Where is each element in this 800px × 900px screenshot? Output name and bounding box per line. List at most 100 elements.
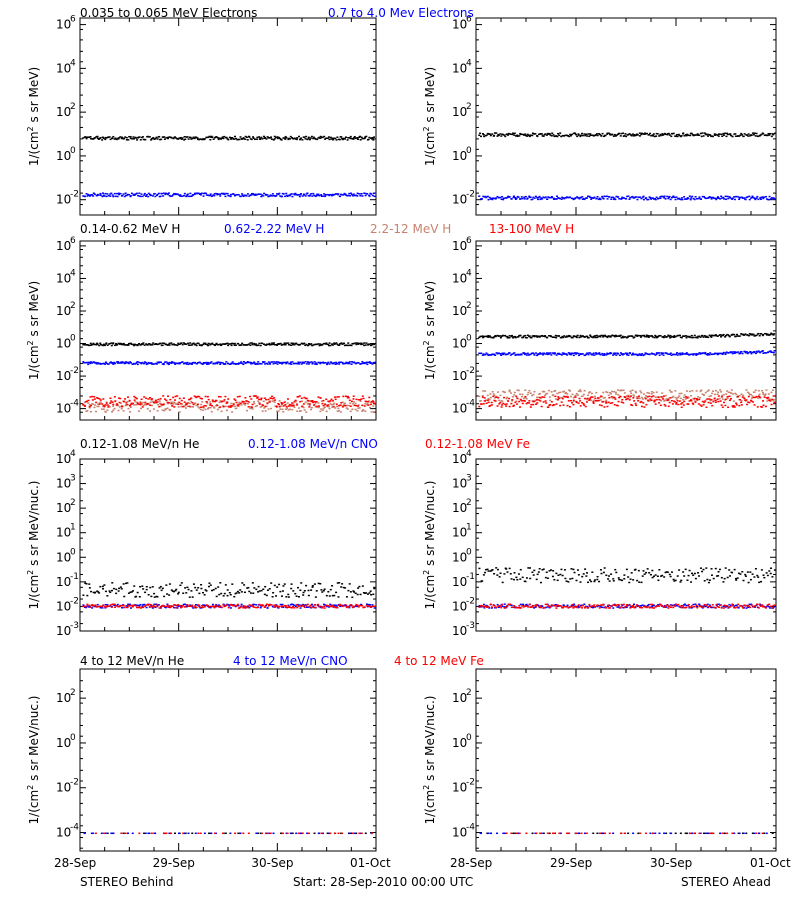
data-point	[713, 397, 716, 399]
data-point	[115, 592, 118, 595]
data-point	[323, 603, 326, 606]
data-point	[87, 361, 90, 364]
data-point	[181, 343, 184, 346]
data-point	[722, 393, 725, 396]
data-point	[166, 362, 169, 365]
data-point	[250, 398, 253, 400]
data-point	[203, 192, 206, 194]
data-point	[87, 344, 90, 346]
data-point	[213, 407, 216, 409]
data-point	[358, 136, 361, 139]
data-point	[737, 196, 740, 198]
data-point	[265, 405, 268, 408]
data-point	[758, 334, 761, 337]
data-point	[249, 138, 252, 140]
data-point	[141, 343, 144, 346]
data-point	[268, 401, 271, 403]
data-point	[138, 192, 141, 194]
data-point	[99, 585, 102, 588]
data-point	[110, 606, 113, 608]
data-point	[173, 344, 176, 346]
data-point	[560, 198, 563, 200]
data-point	[643, 335, 646, 338]
data-point	[704, 391, 707, 394]
data-point	[327, 361, 330, 364]
data-point	[655, 391, 658, 393]
data-point	[498, 352, 501, 354]
data-point	[579, 134, 582, 137]
data-point	[293, 607, 296, 609]
data-point	[584, 397, 587, 400]
data-point	[666, 133, 669, 136]
data-point	[516, 578, 519, 581]
data-point	[713, 133, 716, 135]
data-point	[82, 361, 85, 363]
data-point	[359, 400, 362, 402]
data-point	[353, 404, 356, 407]
y-tick-exponent: -3	[70, 621, 79, 631]
data-point	[717, 391, 720, 393]
data-point	[277, 193, 280, 196]
data-point	[259, 604, 262, 606]
data-point	[343, 138, 346, 140]
data-point	[290, 587, 293, 590]
data-point	[709, 335, 712, 337]
data-point	[373, 411, 376, 413]
data-point	[339, 411, 342, 413]
data-point	[528, 389, 531, 392]
data-point	[253, 603, 256, 606]
data-point	[708, 395, 711, 398]
data-point	[319, 361, 322, 364]
data-point	[670, 354, 673, 357]
data-point	[629, 395, 632, 397]
data-point	[675, 398, 678, 400]
data-point	[657, 396, 660, 399]
data-point	[92, 195, 95, 197]
data-point	[133, 585, 136, 587]
data-point	[133, 344, 136, 347]
data-point	[610, 352, 613, 355]
data-point	[93, 398, 96, 400]
data-point	[705, 335, 708, 338]
data-point	[544, 353, 547, 355]
data-point	[555, 403, 558, 405]
data-point	[361, 410, 364, 413]
data-point	[222, 137, 225, 140]
data-point	[581, 198, 584, 200]
data-point	[516, 397, 519, 400]
data-point	[145, 585, 148, 588]
data-point	[706, 390, 709, 392]
data-point	[533, 354, 536, 356]
data-point	[657, 398, 660, 401]
data-point	[188, 398, 191, 401]
data-point	[496, 391, 499, 393]
data-point	[153, 605, 156, 608]
data-point	[189, 363, 192, 365]
data-point	[720, 336, 723, 338]
data-point	[127, 344, 130, 346]
data-point	[672, 353, 675, 356]
data-point	[108, 590, 111, 592]
data-point	[219, 363, 222, 366]
data-point	[521, 576, 524, 579]
data-point	[202, 192, 205, 195]
data-point	[761, 196, 764, 198]
data-point	[762, 352, 765, 355]
data-point	[302, 594, 305, 596]
data-point	[741, 197, 744, 199]
y-tick-base: 10	[56, 337, 71, 351]
data-point	[697, 197, 700, 200]
data-point	[107, 136, 110, 138]
data-point	[487, 401, 490, 404]
data-point	[331, 194, 334, 197]
data-point	[693, 134, 696, 136]
data-point	[82, 594, 85, 596]
data-point	[192, 406, 195, 408]
data-point	[697, 396, 700, 398]
data-point	[665, 336, 668, 338]
data-point	[139, 403, 142, 406]
data-point	[523, 198, 526, 200]
data-point	[98, 344, 101, 347]
data-point	[551, 352, 554, 354]
data-point	[709, 399, 712, 402]
